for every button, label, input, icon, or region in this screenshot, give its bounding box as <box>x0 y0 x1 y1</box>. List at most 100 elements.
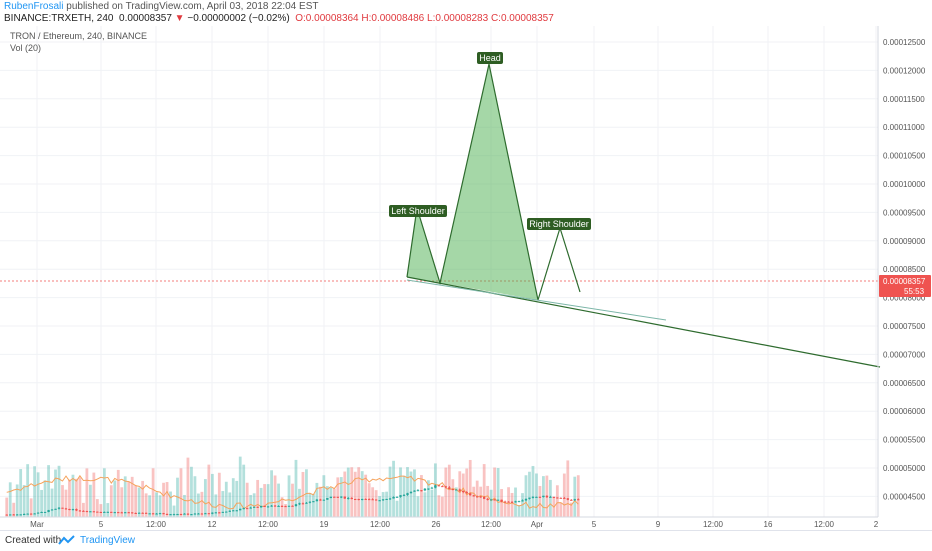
candle-body <box>556 497 559 499</box>
volume-bar <box>378 495 382 517</box>
volume-bar <box>144 493 148 517</box>
volume-bar <box>36 472 40 517</box>
candle-body <box>263 505 266 507</box>
volume-bar <box>409 471 413 517</box>
time-tick-label: 12:00 <box>481 520 502 529</box>
candle-body <box>75 509 78 511</box>
volume-bar <box>82 502 85 517</box>
candle-body <box>559 497 563 499</box>
time-tick-label: 12 <box>208 520 217 529</box>
volume-bar <box>528 471 531 517</box>
volume-bar <box>576 475 580 517</box>
time-axis[interactable]: Mar 5 12:00 12 12:00 19 12:00 26 12:00 Apr 5 9 12:00… <box>30 520 879 529</box>
symbol-legend[interactable]: TRON / Ethereum, 240, BINANCE <box>10 31 148 41</box>
volume-bar <box>183 494 186 517</box>
volume-bar <box>120 487 124 517</box>
label-left-shoulder-bg <box>389 205 447 217</box>
candle-body <box>455 489 458 491</box>
volume-bar <box>517 505 521 517</box>
volume-bar <box>503 502 507 517</box>
candle-body <box>413 490 416 492</box>
candle-body <box>239 508 242 511</box>
volume-bar <box>308 493 312 517</box>
price-tick-label: 0.00005000 <box>883 464 926 473</box>
candle-body <box>465 492 468 494</box>
volume-bar <box>252 493 256 517</box>
candle-body <box>120 512 123 514</box>
volume-legend[interactable]: Vol (20) <box>10 43 42 53</box>
volume-bar <box>479 486 483 517</box>
volume-bar <box>430 489 434 517</box>
candle-body <box>340 496 343 498</box>
candle-body <box>12 514 15 516</box>
candle-body <box>96 511 99 513</box>
volume-bar <box>8 482 12 517</box>
volume-bar <box>217 472 221 517</box>
volume-bar <box>242 464 246 517</box>
candle-body <box>409 491 413 494</box>
tradingview-brand[interactable]: TradingView <box>80 535 136 546</box>
candle-body <box>552 496 556 498</box>
candle-body <box>85 511 89 513</box>
time-tick-label: Apr <box>531 520 544 529</box>
tradingview-logo-icon[interactable] <box>58 534 76 546</box>
candle-body <box>235 510 238 512</box>
volume-bar <box>301 471 305 517</box>
head-shoulders-pattern[interactable] <box>406 63 881 368</box>
candle-body <box>218 512 221 514</box>
neckline-secondary[interactable] <box>406 279 667 321</box>
time-tick-label: 5 <box>99 520 104 529</box>
volume-bar <box>433 463 437 517</box>
current-price-tag: 0.00008357 55:53 <box>879 275 931 297</box>
price-axis[interactable]: 0.00012500 0.00012000 0.00011500 0.00011000… <box>883 38 926 501</box>
candle-body <box>211 512 214 514</box>
candle-body <box>127 512 130 514</box>
volume-bar <box>210 473 214 517</box>
chart-plot[interactable]: Left Shoulder Head Right Shoulder 0.0001… <box>0 26 932 530</box>
volume-bar <box>228 492 232 517</box>
author-link[interactable]: RubenFrosali <box>4 1 64 12</box>
volume-bar <box>413 469 416 517</box>
price-tick-label: 0.00008500 <box>883 265 926 274</box>
volume-bar <box>364 474 368 517</box>
label-right-shoulder[interactable]: Right Shoulder <box>527 218 591 230</box>
candle-body <box>92 511 96 513</box>
volume-bar <box>461 473 465 517</box>
volume-bar <box>102 468 106 517</box>
candle-body <box>151 513 155 515</box>
volume-bar <box>427 480 430 517</box>
candle-body <box>437 485 441 487</box>
ohlc-values: O:0.00008364 H:0.00008486 L:0.00008283 C… <box>295 13 554 24</box>
grid <box>0 26 878 517</box>
volume-bar <box>329 487 333 517</box>
price-tick-label: 0.00011000 <box>883 123 925 132</box>
candle-body <box>434 485 437 488</box>
label-left-shoulder[interactable]: Left Shoulder <box>389 205 447 217</box>
volume-bar <box>482 464 486 517</box>
candle-body <box>423 488 427 491</box>
candle-body <box>545 495 549 498</box>
created-with-text: Created with <box>5 535 62 546</box>
candle-body <box>158 513 162 515</box>
time-tick-label: 12:00 <box>370 520 391 529</box>
candle-body <box>347 497 350 499</box>
candle-body <box>378 500 381 502</box>
price-tick-label: 0.00004500 <box>883 492 926 501</box>
candle-body <box>319 499 322 501</box>
price-tick-label: 0.00007000 <box>883 350 926 359</box>
candle-body <box>538 496 542 498</box>
volume-bar <box>322 475 326 517</box>
volume-bar <box>203 479 207 517</box>
candle-body <box>514 501 517 503</box>
candle-body <box>482 496 486 499</box>
volume-bar <box>454 487 458 517</box>
price-tick-label: 0.00010500 <box>883 152 926 161</box>
volume-bar <box>406 467 409 517</box>
publish-info: RubenFrosali published on TradingView.co… <box>4 1 318 12</box>
candle-body <box>500 499 503 502</box>
volume-bar <box>555 485 559 517</box>
volume-bar <box>559 502 563 517</box>
label-head[interactable]: Head <box>477 52 503 64</box>
candle-body <box>155 513 158 515</box>
volume-bar <box>116 469 120 517</box>
